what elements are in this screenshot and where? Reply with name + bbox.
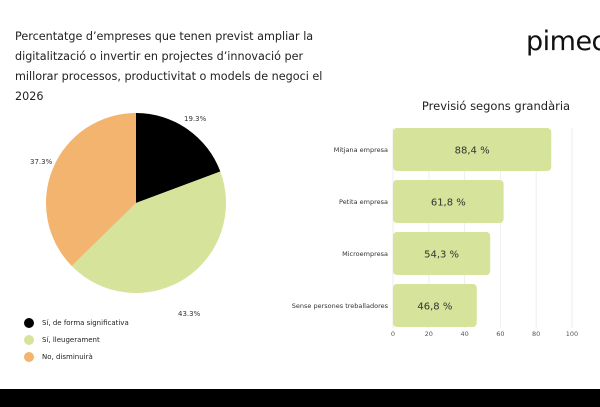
bar-chart-title: Previsió segons grandària <box>422 99 570 113</box>
legend-label: Sí, lleugerament <box>42 335 100 344</box>
x-tick-label: 20 <box>425 330 433 338</box>
category-label: Sense persones treballadores <box>292 302 389 310</box>
legend-label: Sí, de forma significativa <box>42 318 129 327</box>
bottom-bar <box>0 389 600 407</box>
x-tick-label: 80 <box>532 330 540 338</box>
bar <box>393 284 477 327</box>
legend-label: No, disminuirà <box>42 352 93 361</box>
legend-swatch <box>24 317 34 328</box>
category-label: Microempresa <box>342 250 388 258</box>
legend-swatch <box>24 351 34 362</box>
bar <box>393 232 491 275</box>
pie-slice <box>46 113 136 266</box>
pie-value-label: 43.3% <box>178 310 201 318</box>
pimec-logo: pimec <box>526 26 600 57</box>
bar-value-label: 61,8 % <box>431 198 466 209</box>
legend-item: Sí, lleugerament <box>24 331 129 348</box>
pie-value-label: 19.3% <box>184 115 207 123</box>
category-label: Petita empresa <box>339 198 388 206</box>
legend-item: No, disminuirà <box>24 348 129 365</box>
legend-swatch <box>24 334 34 345</box>
bar <box>393 128 552 171</box>
pie-legend: Sí, de forma significativa Sí, lleugerame… <box>24 314 129 365</box>
category-label: Mitjana empresa <box>334 146 388 154</box>
x-tick-label: 0 <box>391 330 395 338</box>
legend-item: Sí, de forma significativa <box>24 314 129 331</box>
chart-title: Percentatge d’empreses que tenen previst… <box>15 30 323 103</box>
bar-value-label: 54,3 % <box>424 250 459 261</box>
pie-slice <box>71 171 227 294</box>
bar-value-label: 88,4 % <box>455 146 490 157</box>
pie-value-label: 37.3% <box>30 158 53 166</box>
bar <box>393 180 504 223</box>
pie-slice <box>136 113 221 203</box>
x-tick-label: 40 <box>460 330 468 338</box>
bar-value-label: 46,8 % <box>417 302 452 313</box>
x-tick-label: 100 <box>566 330 578 338</box>
x-tick-label: 60 <box>496 330 504 338</box>
